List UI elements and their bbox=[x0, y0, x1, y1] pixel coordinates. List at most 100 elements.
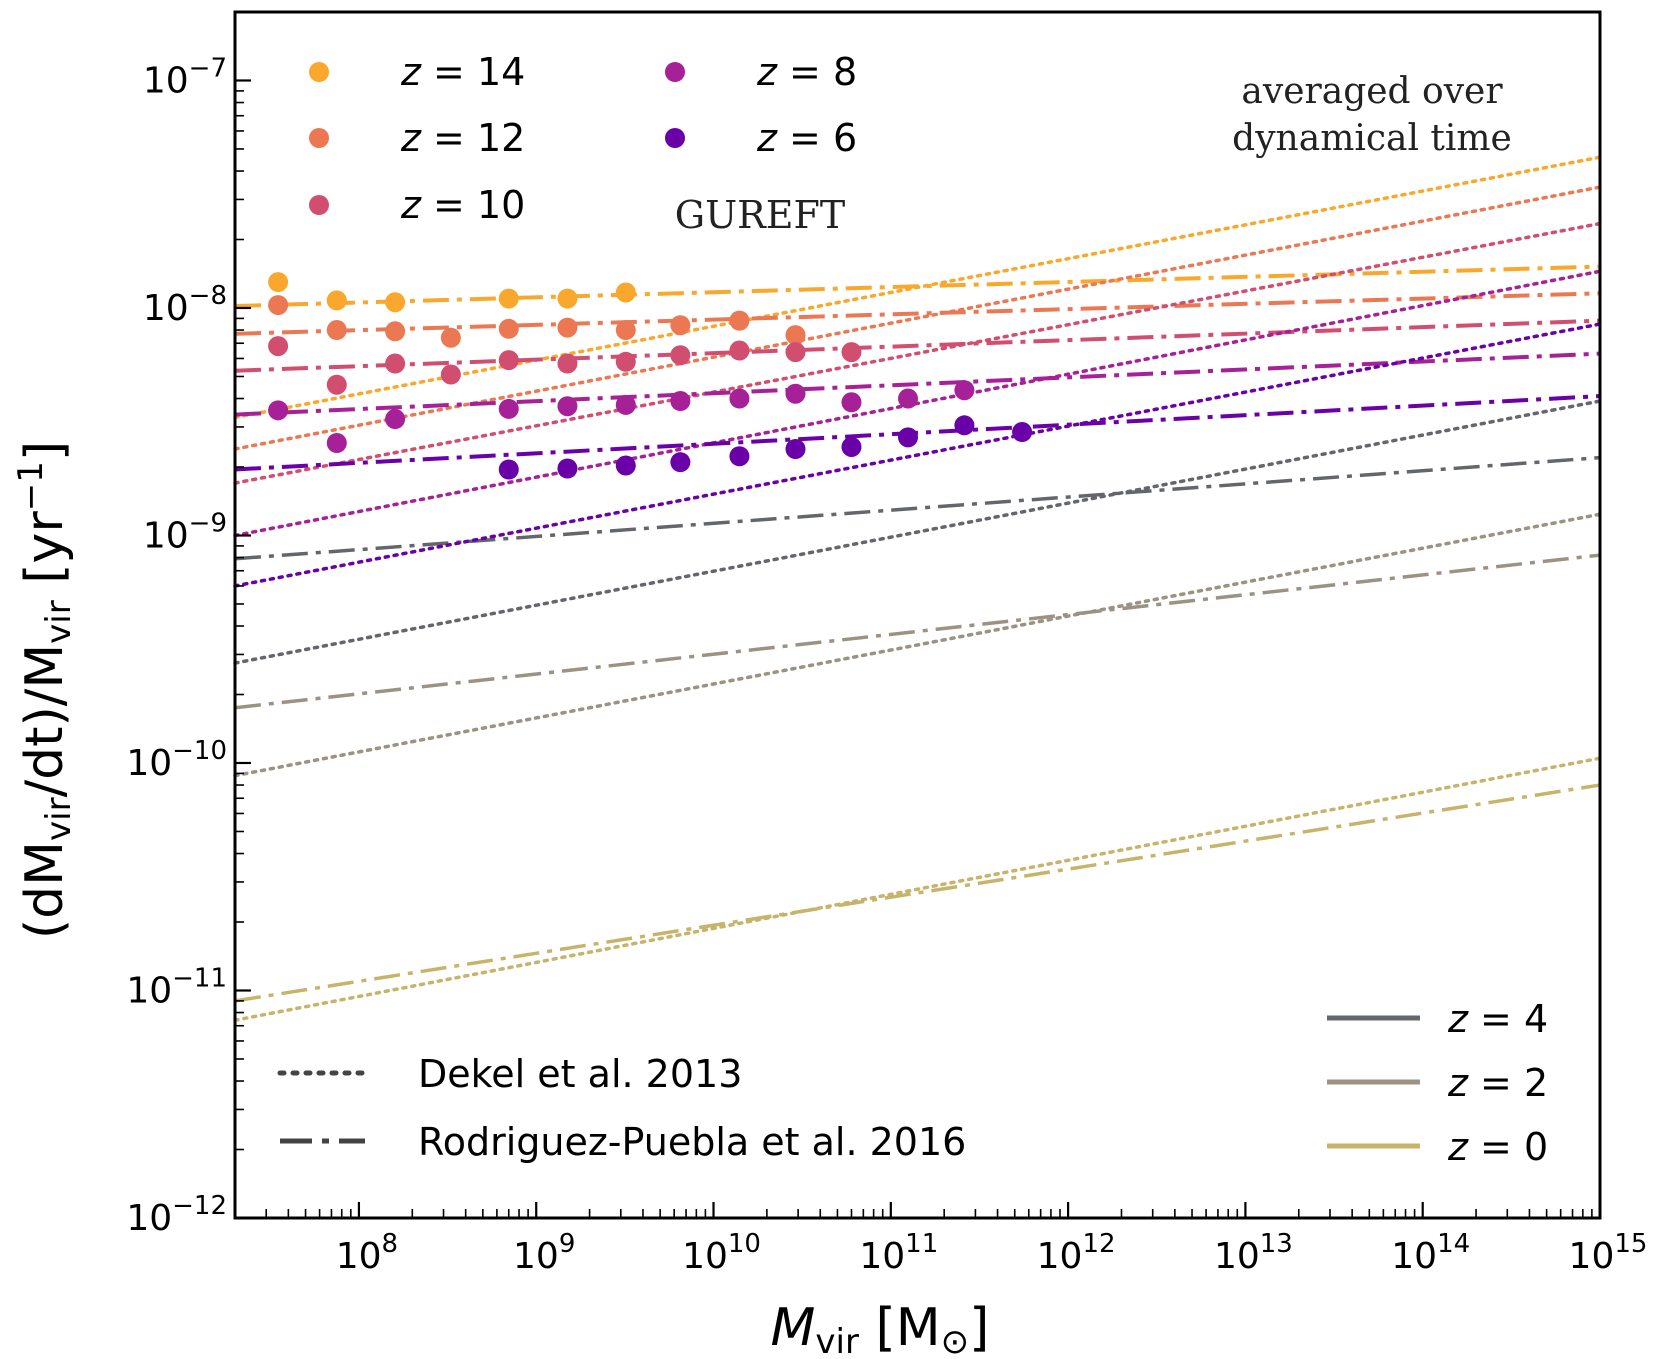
x-tick-label: 1013 bbox=[1214, 1229, 1293, 1277]
gureft-point-z8 bbox=[615, 394, 636, 415]
annotation-averaged: averaged over dynamical time bbox=[1232, 71, 1512, 159]
y-tick-label: 10−9 bbox=[143, 508, 227, 556]
legend-models: z = 4 z = 2 z = 0 bbox=[1327, 997, 1548, 1169]
rodriguez-line-z8 bbox=[234, 351, 1601, 417]
y-axis-title: (dMvir/dt)/Mvir [yr−1] bbox=[11, 441, 79, 939]
legend-model-label-z4: z = 4 bbox=[1447, 997, 1548, 1041]
legend-marker-z12 bbox=[309, 128, 329, 148]
rodriguez-line-z0 bbox=[234, 783, 1601, 1003]
rodriguez-line-z2 bbox=[234, 553, 1601, 710]
gureft-point-z10 bbox=[785, 342, 806, 363]
gureft-point-z6 bbox=[729, 446, 750, 467]
legend-marker-z10 bbox=[309, 195, 329, 215]
gureft-point-z8 bbox=[557, 396, 578, 417]
gureft-point-z14 bbox=[326, 290, 347, 311]
series-layer bbox=[233, 155, 1602, 1022]
gureft-point-z6 bbox=[897, 427, 918, 448]
gureft-point-z12 bbox=[385, 321, 406, 342]
gureft-point-z6 bbox=[1012, 422, 1033, 443]
dekel-line-z0 bbox=[233, 756, 1602, 1022]
legend-marker-z6 bbox=[665, 128, 685, 148]
gureft-point-z10 bbox=[841, 342, 862, 363]
ticks-layer: 108 109 1010 1011 1012 1013 1014 1015 10−12 10−11… bbox=[126, 11, 1648, 1277]
gureft-point-z10 bbox=[268, 336, 289, 357]
dekel-line-z2 bbox=[233, 512, 1602, 778]
gureft-point-z10 bbox=[670, 345, 691, 366]
gureft-point-z12 bbox=[729, 310, 750, 331]
rodriguez-line-z10 bbox=[234, 318, 1601, 373]
gureft-point-z12 bbox=[785, 325, 806, 346]
gureft-point-z8 bbox=[785, 383, 806, 404]
gureft-point-z10 bbox=[385, 353, 406, 374]
legend-label-z12: z = 12 bbox=[400, 116, 525, 160]
dekel-line-z4 bbox=[233, 399, 1602, 665]
gureft-point-z8 bbox=[954, 380, 975, 401]
rodriguez-line-z4 bbox=[234, 455, 1601, 561]
y-tick-label: 10−7 bbox=[143, 53, 227, 101]
gureft-point-z12 bbox=[498, 318, 519, 339]
legend-label-z6: z = 6 bbox=[756, 116, 857, 160]
svg-text:dynamical time: dynamical time bbox=[1232, 118, 1512, 159]
gureft-point-z6 bbox=[615, 455, 636, 476]
x-tick-label: 1010 bbox=[682, 1229, 761, 1277]
gureft-point-z12 bbox=[326, 320, 347, 341]
gureft-point-z8 bbox=[729, 388, 750, 409]
gureft-point-z12 bbox=[440, 327, 461, 348]
svg-text:averaged over: averaged over bbox=[1241, 71, 1503, 112]
gureft-point-z12 bbox=[615, 320, 636, 341]
gureft-point-z14 bbox=[385, 292, 406, 313]
gureft-label: GUREFT bbox=[675, 193, 845, 237]
gureft-point-z6 bbox=[670, 452, 691, 473]
legend-gureft: z = 14 z = 12 z = 10 z = 8 z = 6 bbox=[309, 50, 857, 227]
dekel-line-z6 bbox=[233, 322, 1602, 588]
gureft-point-z12 bbox=[670, 315, 691, 336]
gureft-point-z8 bbox=[268, 400, 289, 421]
gureft-point-z6 bbox=[785, 438, 806, 459]
x-tick-label: 1014 bbox=[1391, 1229, 1470, 1277]
gureft-point-z12 bbox=[268, 295, 289, 316]
gureft-point-z8 bbox=[385, 409, 406, 430]
gureft-point-z10 bbox=[440, 364, 461, 385]
dekel-line-z10 bbox=[233, 221, 1602, 485]
svg-text:(dMvir/dt)/Mvir [yr−1]: (dMvir/dt)/Mvir [yr−1] bbox=[11, 441, 79, 939]
x-axis-title: Mvir [M⊙] bbox=[771, 1298, 990, 1359]
legend-line-label: Rodriguez-Puebla et al. 2016 bbox=[418, 1120, 966, 1164]
legend-model-label-z0: z = 0 bbox=[1447, 1125, 1548, 1169]
y-tick-label: 10−12 bbox=[126, 1191, 227, 1239]
y-tick-label: 10−11 bbox=[126, 963, 227, 1011]
gureft-point-z14 bbox=[615, 282, 636, 303]
gureft-point-z6 bbox=[498, 459, 519, 480]
legend-label-z10: z = 10 bbox=[400, 183, 525, 227]
gureft-point-z10 bbox=[498, 350, 519, 371]
gureft-point-z12 bbox=[557, 317, 578, 338]
legend-marker-z14 bbox=[309, 62, 329, 82]
gureft-point-z8 bbox=[670, 391, 691, 412]
rodriguez-line-z6 bbox=[234, 394, 1601, 472]
gureft-point-z6 bbox=[954, 415, 975, 436]
gureft-point-z8 bbox=[326, 433, 347, 454]
gureft-point-z14 bbox=[268, 272, 289, 293]
gureft-point-z10 bbox=[729, 340, 750, 361]
y-tick-label: 10−10 bbox=[126, 736, 227, 784]
legend-lines: Dekel et al. 2013 Rodriguez-Puebla et al.… bbox=[277, 1052, 966, 1164]
svg-text:Mvir [M⊙]: Mvir [M⊙] bbox=[771, 1298, 990, 1359]
gureft-point-z8 bbox=[498, 398, 519, 419]
gureft-point-z10 bbox=[557, 353, 578, 374]
dekel-line-z8 bbox=[233, 269, 1602, 538]
legend-label-z8: z = 8 bbox=[756, 50, 857, 94]
legend-line-label: Dekel et al. 2013 bbox=[418, 1052, 742, 1096]
gureft-point-z6 bbox=[557, 458, 578, 479]
gureft-point-z14 bbox=[557, 288, 578, 309]
x-tick-label: 108 bbox=[336, 1229, 398, 1277]
gureft-point-z8 bbox=[841, 392, 862, 413]
gureft-point-z6 bbox=[841, 436, 862, 457]
plot-frame bbox=[233, 10, 1602, 1220]
x-tick-label: 1012 bbox=[1037, 1229, 1116, 1277]
gureft-point-z14 bbox=[498, 288, 519, 309]
gureft-point-z10 bbox=[326, 374, 347, 395]
legend-label-z14: z = 14 bbox=[400, 50, 525, 94]
x-tick-label: 1015 bbox=[1569, 1229, 1648, 1277]
gureft-point-z8 bbox=[897, 388, 918, 409]
legend-marker-z8 bbox=[665, 62, 685, 82]
